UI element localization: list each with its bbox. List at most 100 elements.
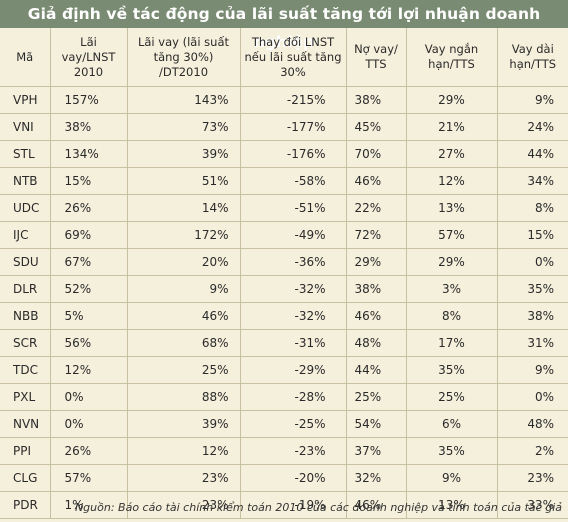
table-row: UDC 26% 14% -51% 22% 13% 8% — [0, 194, 568, 222]
data-table: Mã Lãi vay/LNST 2010 Lãi vay (lãi suất t… — [0, 28, 568, 519]
cell-debt-to-assets: 70% — [345, 140, 406, 168]
cell-profit-change: -25% — [239, 410, 346, 438]
cell-interest-to-revenue: 73% — [126, 113, 240, 141]
cell-short-term-debt: 29% — [405, 248, 497, 276]
cell-short-term-debt: 3% — [405, 275, 497, 303]
table-row: NTB 15% 51% -58% 46% 12% 34% — [0, 167, 568, 195]
cell-short-term-debt: 21% — [405, 113, 497, 141]
cell-profit-change: -36% — [239, 248, 346, 276]
table-row: TDC 12% 25% -29% 44% 35% 9% — [0, 356, 568, 384]
cell-short-term-debt: 27% — [405, 140, 497, 168]
cell-long-term-debt: 15% — [496, 221, 568, 249]
cell-profit-change: -23% — [239, 437, 346, 465]
cell-profit-change: -51% — [239, 194, 346, 222]
cell-ticker: UDC — [0, 194, 50, 222]
cell-interest-to-profit: 56% — [49, 329, 127, 357]
cell-ticker: VNI — [0, 113, 50, 141]
cell-interest-to-profit: 26% — [49, 194, 127, 222]
cell-debt-to-assets: 46% — [345, 167, 406, 195]
table-row: VPH 157% 143% -215% 38% 29% 9% — [0, 86, 568, 114]
cell-interest-to-profit: 157% — [49, 86, 127, 114]
cell-debt-to-assets: 46% — [345, 302, 406, 330]
cell-long-term-debt: 44% — [496, 140, 568, 168]
table-row: IJC 69% 172% -49% 72% 57% 15% — [0, 221, 568, 249]
cell-short-term-debt: 57% — [405, 221, 497, 249]
cell-interest-to-profit: 52% — [49, 275, 127, 303]
cell-long-term-debt: 9% — [496, 86, 568, 114]
table-title: Giả định về tác động của lãi suất tăng t… — [0, 0, 568, 51]
cell-short-term-debt: 29% — [405, 86, 497, 114]
cell-ticker: SCR — [0, 329, 50, 357]
cell-interest-to-profit: 67% — [49, 248, 127, 276]
cell-interest-to-revenue: 20% — [126, 248, 240, 276]
cell-interest-to-profit: 26% — [49, 437, 127, 465]
cell-short-term-debt: 13% — [405, 491, 497, 519]
header-row: Mã Lãi vay/LNST 2010 Lãi vay (lãi suất t… — [0, 28, 568, 87]
cell-interest-to-revenue: 14% — [126, 194, 240, 222]
cell-short-term-debt: 35% — [405, 356, 497, 384]
cell-debt-to-assets: 38% — [345, 275, 406, 303]
cell-interest-to-profit: 134% — [49, 140, 127, 168]
cell-interest-to-revenue: 172% — [126, 221, 240, 249]
table-row: STL 134% 39% -176% 70% 27% 44% — [0, 140, 568, 168]
cell-profit-change: -58% — [239, 167, 346, 195]
header-short-term-debt: Vay ngắn hạn/TTS — [405, 28, 497, 87]
table-row: PPI 26% 12% -23% 37% 35% 2% — [0, 437, 568, 465]
table-row: PXL 0% 88% -28% 25% 25% 0% — [0, 383, 568, 411]
cell-debt-to-assets: 29% — [345, 248, 406, 276]
cell-interest-to-profit: 69% — [49, 221, 127, 249]
cell-interest-to-revenue: 46% — [126, 302, 240, 330]
cell-short-term-debt: 13% — [405, 194, 497, 222]
cell-long-term-debt: 0% — [496, 383, 568, 411]
table-row: VNI 38% 73% -177% 45% 21% 24% — [0, 113, 568, 141]
cell-long-term-debt: 23% — [496, 464, 568, 492]
cell-ticker: SDU — [0, 248, 50, 276]
table-row: SCR 56% 68% -31% 48% 17% 31% — [0, 329, 568, 357]
cell-ticker: PXL — [0, 383, 50, 411]
cell-short-term-debt: 35% — [405, 437, 497, 465]
cell-interest-to-profit: 1% — [49, 491, 127, 519]
cell-ticker: NTB — [0, 167, 50, 195]
cell-long-term-debt: 48% — [496, 410, 568, 438]
cell-debt-to-assets: 46% — [345, 491, 406, 519]
cell-ticker: DLR — [0, 275, 50, 303]
cell-ticker: VPH — [0, 86, 50, 114]
cell-debt-to-assets: 25% — [345, 383, 406, 411]
cell-long-term-debt: 31% — [496, 329, 568, 357]
cell-debt-to-assets: 32% — [345, 464, 406, 492]
cell-long-term-debt: 9% — [496, 356, 568, 384]
cell-debt-to-assets: 37% — [345, 437, 406, 465]
cell-debt-to-assets: 22% — [345, 194, 406, 222]
table-row: CLG 57% 23% -20% 32% 9% 23% — [0, 464, 568, 492]
cell-short-term-debt: 25% — [405, 383, 497, 411]
cell-profit-change: -29% — [239, 356, 346, 384]
cell-long-term-debt: 8% — [496, 194, 568, 222]
cell-interest-to-revenue: 39% — [126, 140, 240, 168]
cell-interest-to-profit: 12% — [49, 356, 127, 384]
cell-interest-to-revenue: 9% — [126, 275, 240, 303]
cell-profit-change: -32% — [239, 302, 346, 330]
cell-interest-to-revenue: 88% — [126, 383, 240, 411]
cell-long-term-debt: 0% — [496, 248, 568, 276]
header-interest-to-revenue: Lãi vay (lãi suất tăng 30%) /DT2010 — [126, 28, 240, 87]
header-ticker: Mã — [0, 28, 50, 87]
cell-short-term-debt: 9% — [405, 464, 497, 492]
cell-debt-to-assets: 54% — [345, 410, 406, 438]
cell-debt-to-assets: 48% — [345, 329, 406, 357]
cell-ticker: PDR — [0, 491, 50, 519]
table-row: DLR 52% 9% -32% 38% 3% 35% — [0, 275, 568, 303]
table-row: PDR 1% 23% -19% 46% 13% 33% — [0, 491, 568, 519]
table-row: NBB 5% 46% -32% 46% 8% 38% — [0, 302, 568, 330]
cell-interest-to-revenue: 143% — [126, 86, 240, 114]
cell-long-term-debt: 34% — [496, 167, 568, 195]
cell-interest-to-profit: 0% — [49, 410, 127, 438]
cell-interest-to-revenue: 23% — [126, 464, 240, 492]
cell-profit-change: -215% — [239, 86, 346, 114]
cell-profit-change: -49% — [239, 221, 346, 249]
cell-interest-to-profit: 15% — [49, 167, 127, 195]
cell-short-term-debt: 8% — [405, 302, 497, 330]
header-profit-change: Thay đổi LNST nếu lãi suất tăng 30% — [239, 28, 346, 87]
header-long-term-debt: Vay dài hạn/TTS — [496, 28, 568, 87]
cell-ticker: STL — [0, 140, 50, 168]
